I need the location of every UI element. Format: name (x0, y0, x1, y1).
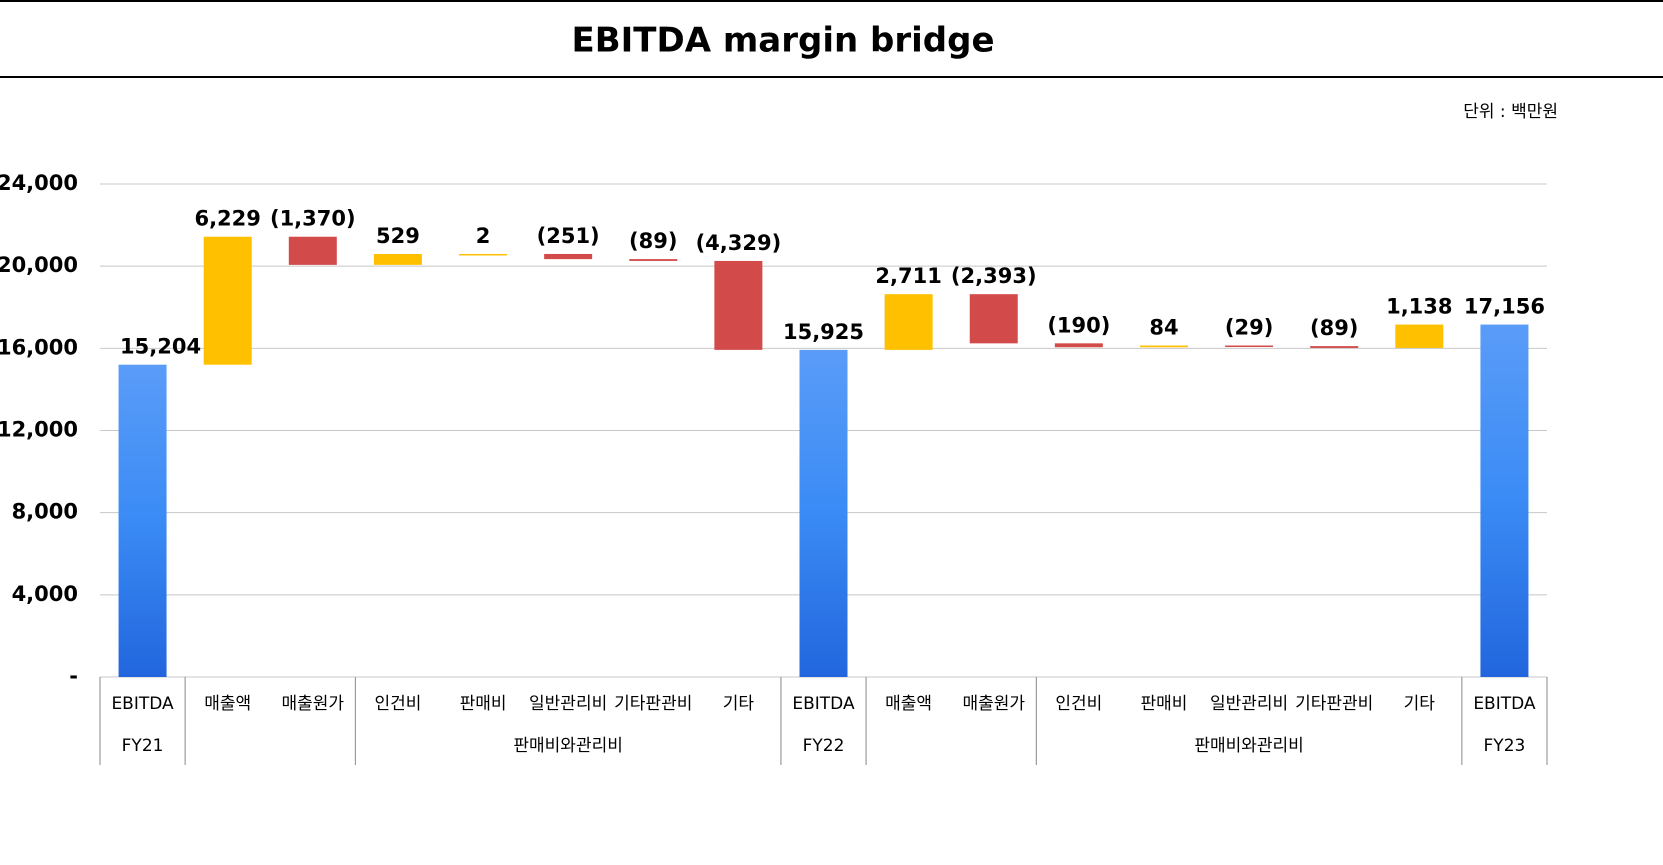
data-label: 17,156 (1464, 295, 1545, 319)
delta-bar (884, 294, 933, 350)
unit-note: 단위 : 백만원 (1463, 102, 1558, 122)
x-tick-label: 판매비 (1141, 694, 1188, 714)
x-tick-label: 기타 (723, 694, 755, 714)
x-tick-label: EBITDA (111, 694, 174, 714)
x-tick-label: EBITDA (792, 694, 855, 714)
delta-bar (714, 260, 763, 350)
data-label: 84 (1149, 316, 1178, 340)
y-tick-label: 4,000 (12, 582, 78, 606)
data-label: (251) (537, 224, 600, 248)
delta-bar (1139, 345, 1188, 348)
x-tick-label: 기타판관비 (1295, 694, 1373, 714)
data-label: 529 (376, 224, 420, 248)
data-label: 15,204 (120, 335, 201, 359)
x-tick-label: EBITDA (1473, 694, 1536, 714)
x-tick-label: 매출액 (885, 694, 932, 714)
group-label: 판매비와관리비 (1194, 736, 1303, 756)
total-bar (1480, 324, 1529, 677)
x-tick-label: 인건비 (1055, 694, 1102, 714)
x-tick-label: 매출액 (204, 694, 251, 714)
x-tick-label: 인건비 (374, 694, 421, 714)
data-label: (190) (1047, 313, 1110, 337)
delta-bar (1395, 324, 1444, 348)
data-label: (4,329) (696, 231, 782, 255)
delta-bar (969, 294, 1018, 344)
delta-bar (288, 236, 337, 265)
delta-bar (629, 259, 678, 261)
x-tick-label: 매출원가 (282, 694, 345, 714)
total-bar (799, 349, 848, 677)
delta-bar (1225, 345, 1274, 348)
data-label: (1,370) (270, 207, 356, 231)
total-bar (118, 364, 167, 677)
x-tick-label: 기타 (1404, 694, 1436, 714)
data-label: (89) (629, 229, 677, 253)
x-tick-label: 일반관리비 (529, 694, 607, 714)
data-label: (89) (1310, 316, 1358, 340)
data-label: 15,925 (783, 320, 864, 344)
data-label: 1,138 (1386, 295, 1452, 319)
y-tick-label: 16,000 (0, 335, 78, 359)
data-label: 2 (476, 224, 491, 248)
y-tick-label: 12,000 (0, 418, 78, 442)
group-label: FY21 (122, 736, 164, 756)
data-label: (29) (1225, 316, 1273, 340)
y-tick-label: 24,000 (0, 171, 78, 195)
x-tick-label: 판매비 (460, 694, 507, 714)
chart-title: EBITDA margin bridge (571, 21, 994, 61)
delta-bar (459, 253, 508, 256)
data-label: 6,229 (194, 207, 260, 231)
group-label: 판매비와관리비 (513, 736, 622, 756)
x-tick-label: 매출원가 (962, 694, 1025, 714)
delta-bar (1054, 343, 1103, 348)
delta-bar (1310, 346, 1359, 348)
group-label: FY23 (1484, 736, 1526, 756)
y-tick-label: 20,000 (0, 253, 78, 277)
delta-bar (373, 254, 422, 265)
delta-bar (544, 253, 593, 260)
x-tick-label: 기타판관비 (614, 694, 692, 714)
x-tick-label: 일반관리비 (1210, 694, 1288, 714)
data-label: (2,393) (951, 264, 1037, 288)
data-label: 2,711 (875, 264, 941, 288)
delta-bar (203, 236, 252, 365)
y-tick-label: 8,000 (12, 500, 78, 524)
group-label: FY22 (803, 736, 845, 756)
y-tick-label: - (69, 664, 78, 688)
